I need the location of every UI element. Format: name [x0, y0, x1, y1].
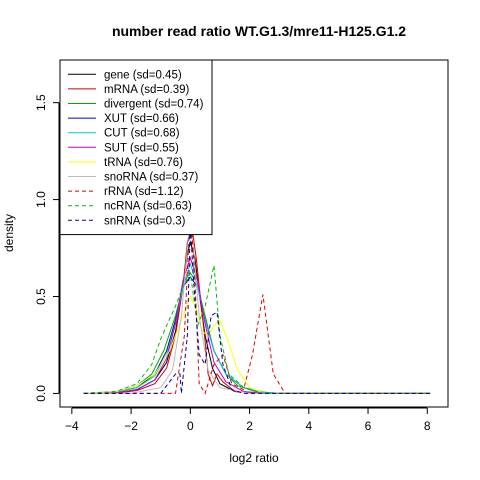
- legend-label-sut: SUT (sd=0.55): [104, 142, 179, 154]
- y-tick-label: 1.5: [34, 94, 48, 111]
- x-tick-label: 4: [305, 419, 312, 433]
- x-tick-label: 6: [365, 419, 372, 433]
- legend: gene (sd=0.45) mRNA (sd=0.39) divergent (s…: [59, 59, 213, 236]
- x-tick-label: −2: [124, 419, 138, 433]
- legend-label-snrna: snRNA (sd=0.3): [104, 215, 186, 227]
- series-line-ncrna: [83, 265, 431, 394]
- series-line-mrna: [83, 226, 431, 394]
- legend-label-xut: XUT (sd=0.66): [104, 113, 179, 125]
- x-tick-label: 0: [187, 419, 194, 433]
- y-tick-label: 1.0: [34, 191, 48, 208]
- x-axis: −4 −2 0 2 4 6 8: [65, 407, 431, 433]
- x-tick-label: 2: [246, 419, 253, 433]
- x-tick-label: −4: [65, 419, 79, 433]
- y-tick-label: 0.0: [34, 385, 48, 402]
- legend-label-divergent: divergent (sd=0.74): [104, 99, 204, 111]
- x-axis-label: log2 ratio: [229, 451, 279, 465]
- y-axis: 0.0 0.5 1.0 1.5: [34, 94, 60, 402]
- legend-label-cut: CUT (sd=0.68): [104, 128, 180, 140]
- legend-label-ncrna: ncRNA (sd=0.63): [104, 201, 192, 213]
- legend-label-gene: gene (sd=0.45): [104, 69, 182, 81]
- legend-label-trna: tRNA (sd=0.76): [104, 157, 183, 169]
- y-axis-label: density: [2, 214, 16, 252]
- series-line-sut: [83, 256, 431, 394]
- chart-title: number read ratio WT.G1.3/mre11-H125.G1.…: [112, 23, 406, 39]
- x-tick-label: 8: [424, 419, 431, 433]
- series-line-snrna: [83, 222, 431, 394]
- legend-label-rrna: rRNA (sd=1.12): [104, 186, 184, 198]
- legend-label-snorna: snoRNA (sd=0.37): [104, 172, 198, 184]
- series-line-rrna: [83, 209, 431, 395]
- series-lines: [83, 209, 431, 395]
- y-tick-label: 0.5: [34, 288, 48, 305]
- legend-label-mrna: mRNA (sd=0.39): [104, 84, 189, 96]
